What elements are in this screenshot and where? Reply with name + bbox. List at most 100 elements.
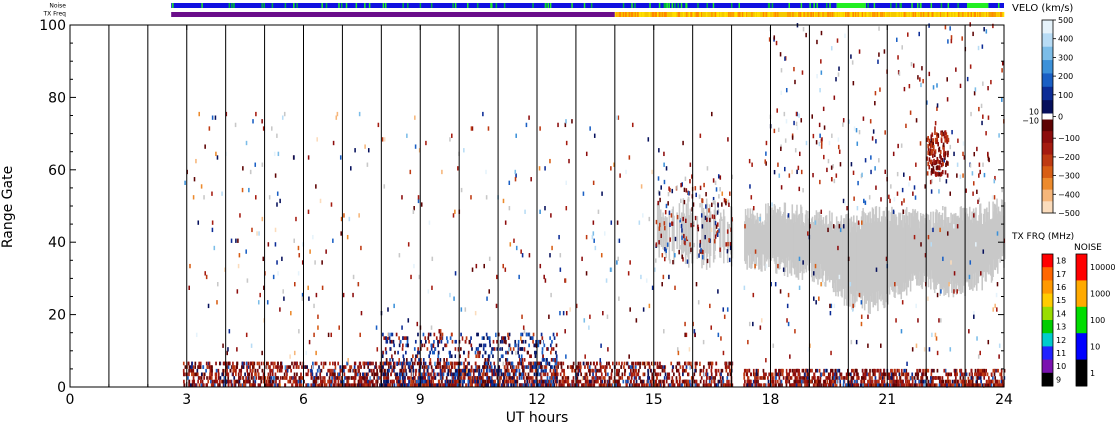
echo-mark <box>940 383 942 387</box>
echo-mark <box>906 383 909 387</box>
echo-mark <box>748 368 751 373</box>
echo-mark <box>982 372 985 377</box>
echo-mark <box>213 245 216 251</box>
echo-mark <box>400 368 403 373</box>
tx-freq-strip-flag <box>762 12 765 17</box>
tx-freq-strip-flag <box>845 12 847 17</box>
echo-mark <box>842 198 845 204</box>
echo-mark <box>478 343 481 348</box>
echo-mark <box>222 361 225 366</box>
echo-mark <box>441 379 443 384</box>
echo-mark <box>715 372 717 377</box>
echo-mark <box>368 379 370 384</box>
echo-mark <box>842 224 845 229</box>
tx-freq-strip-flag <box>962 12 964 17</box>
echo-mark <box>480 368 483 373</box>
echo-mark <box>407 242 410 247</box>
echo-mark <box>510 376 513 380</box>
echo-mark <box>916 383 918 387</box>
echo-mark <box>554 368 557 373</box>
tx-freq-strip-flag <box>835 12 837 17</box>
echo-mark <box>604 368 606 373</box>
echo-mark <box>184 180 186 186</box>
ground-scatter-mark <box>775 212 778 274</box>
echo-mark <box>235 372 237 377</box>
echo-mark <box>524 339 527 344</box>
echo-mark <box>720 379 723 384</box>
ground-scatter-mark <box>975 220 978 291</box>
echo-mark <box>364 144 366 149</box>
echo-mark <box>995 383 998 387</box>
ground-scatter-mark <box>757 216 759 258</box>
noise-strip-flag <box>809 3 811 8</box>
echo-mark <box>589 368 591 373</box>
echo-mark <box>970 111 972 117</box>
echo-mark <box>995 368 997 373</box>
tx-freq-strip-flag <box>907 12 909 17</box>
echo-mark <box>517 350 519 355</box>
echo-mark <box>881 383 884 387</box>
echo-mark <box>459 354 461 359</box>
echo-mark <box>685 383 688 387</box>
echo-mark <box>278 379 281 384</box>
echo-mark <box>954 372 957 377</box>
echo-mark <box>953 151 955 157</box>
echo-mark <box>227 383 230 387</box>
tx-freq-strip-flag <box>717 12 720 17</box>
echo-mark <box>555 383 558 387</box>
echo-mark <box>479 372 481 377</box>
echo-mark <box>722 307 725 312</box>
echo-mark <box>803 376 806 380</box>
echo-mark <box>628 376 630 380</box>
echo-mark <box>276 260 278 265</box>
echo-mark <box>527 372 530 377</box>
echo-mark <box>433 376 435 380</box>
echo-mark <box>511 376 514 380</box>
echo-mark <box>797 372 800 377</box>
echo-mark <box>388 365 390 369</box>
echo-mark <box>375 361 377 366</box>
echo-mark <box>865 383 868 387</box>
echo-mark <box>229 368 232 373</box>
echo-mark <box>796 376 799 380</box>
tx-freq-strip-flag <box>838 12 840 17</box>
echo-mark <box>469 383 472 387</box>
echo-mark <box>549 158 551 164</box>
echo-mark <box>659 361 661 366</box>
echo-mark <box>390 372 392 377</box>
tx-freq-strip-flag <box>970 12 973 17</box>
echo-mark <box>591 368 594 373</box>
echo-mark <box>365 379 367 384</box>
echo-mark <box>914 372 917 377</box>
echo-mark <box>277 151 280 157</box>
echo-mark <box>534 354 537 359</box>
echo-mark <box>451 339 454 344</box>
echo-mark <box>427 379 429 384</box>
echo-mark <box>474 368 476 373</box>
echo-mark <box>433 339 435 344</box>
echo-mark <box>938 383 941 387</box>
tx-freq-strip-flag <box>696 12 699 17</box>
echo-mark <box>664 372 667 377</box>
echo-mark <box>190 365 192 369</box>
echo-mark <box>498 365 501 369</box>
echo-mark <box>805 368 807 373</box>
echo-mark <box>399 376 402 380</box>
echo-mark <box>616 260 618 265</box>
echo-mark <box>786 379 788 384</box>
echo-mark <box>398 253 401 258</box>
echo-mark <box>420 339 423 344</box>
echo-mark <box>621 361 623 366</box>
echo-mark <box>522 368 524 373</box>
echo-mark <box>669 383 672 387</box>
echo-mark <box>242 365 245 369</box>
echo-mark <box>712 376 714 380</box>
echo-mark <box>684 321 686 327</box>
echo-mark <box>285 376 288 380</box>
tx-freq-strip-flag <box>726 12 728 17</box>
echo-mark <box>973 314 975 319</box>
echo-mark <box>961 383 964 387</box>
echo-mark <box>901 379 903 384</box>
echo-mark <box>456 372 458 377</box>
echo-mark <box>454 354 457 359</box>
